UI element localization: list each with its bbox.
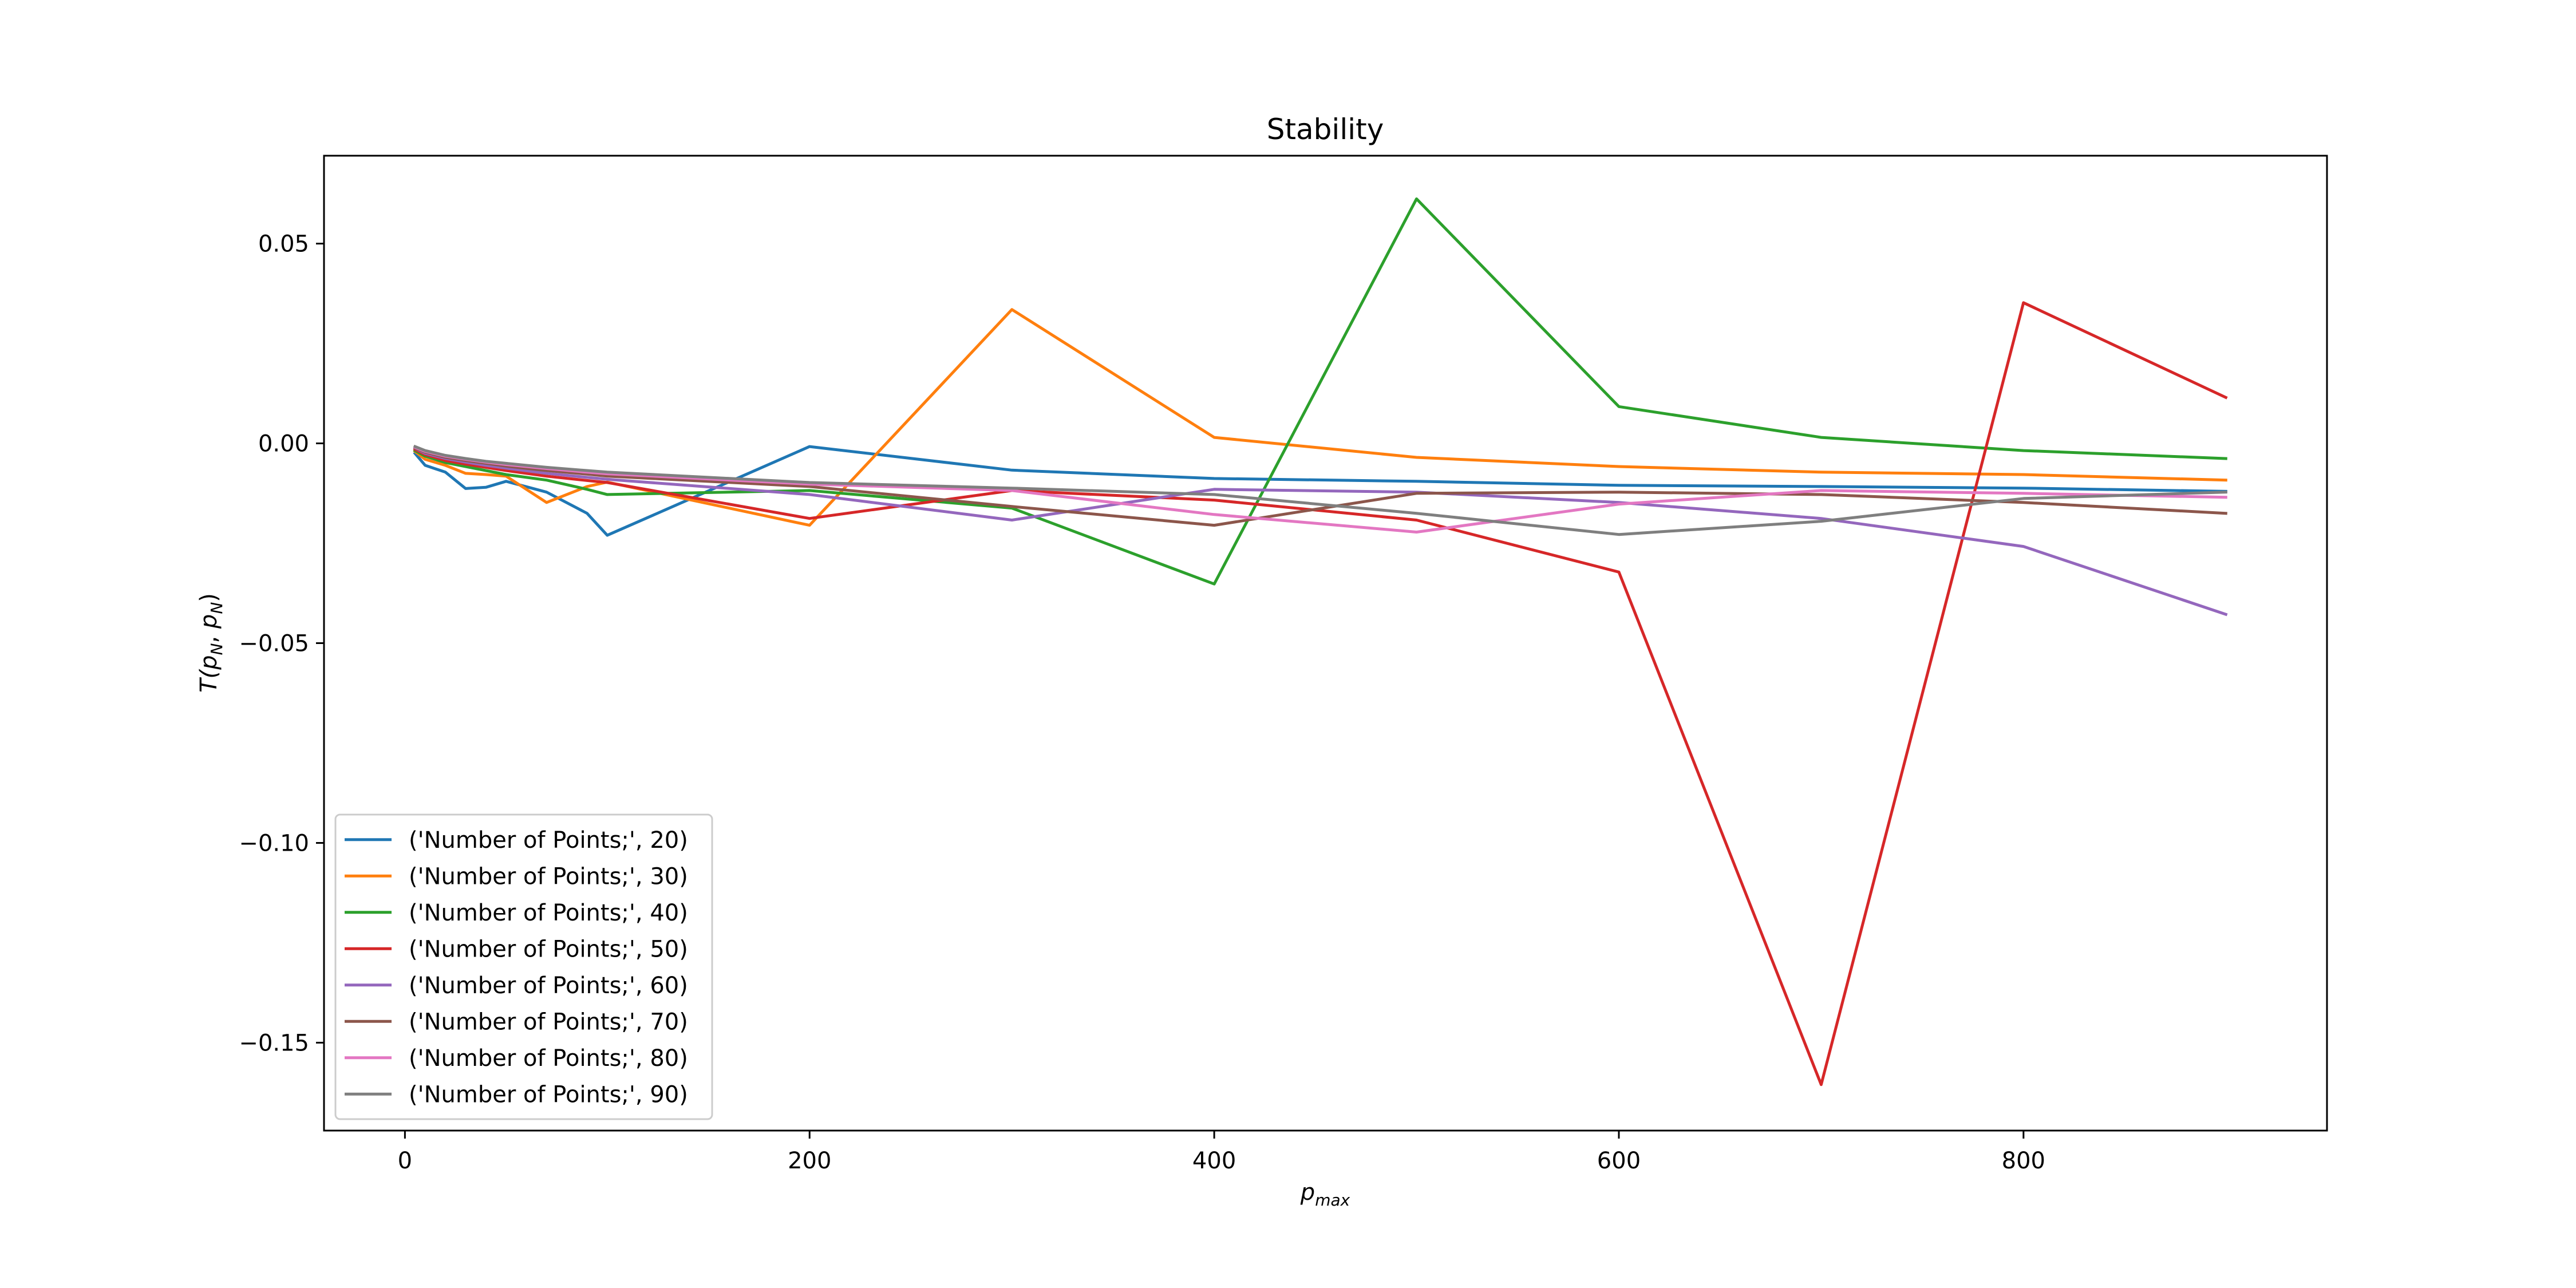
y-tick-label: −0.05 (239, 631, 309, 657)
series-line-7 (413, 444, 2227, 536)
x-tick-label: 800 (2002, 1148, 2045, 1174)
legend-item: ('Number of Points;', 80) (345, 1045, 688, 1072)
legend-label: ('Number of Points;', 30) (409, 863, 688, 890)
chart-title: Stability (1267, 113, 1384, 146)
y-label-sub2: N (207, 602, 226, 614)
legend-item: ('Number of Points;', 60) (345, 973, 688, 999)
legend-label: ('Number of Points;', 70) (409, 1009, 688, 1035)
legend-item: ('Number of Points;', 20) (345, 827, 688, 854)
y-axis-label: T(pN, pN) (196, 593, 226, 693)
legend-label: ('Number of Points;', 80) (409, 1045, 688, 1072)
y-tick-label: 0.05 (258, 231, 309, 258)
series-line-4 (413, 446, 2228, 617)
x-axis: 0 200 400 600 800 (398, 1131, 2045, 1174)
x-tick-label: 0 (398, 1148, 412, 1174)
y-label-sep: , (196, 629, 222, 643)
y-label-p2: p (196, 614, 222, 629)
legend-label: ('Number of Points;', 40) (409, 900, 688, 926)
y-label-sub1: N (207, 643, 226, 655)
legend-box (334, 813, 713, 1120)
x-tick-label: 200 (788, 1148, 831, 1174)
series-group (413, 197, 2228, 1086)
x-tick-label: 600 (1597, 1148, 1641, 1174)
series-line-3 (413, 301, 2228, 1086)
legend-item: ('Number of Points;', 50) (345, 936, 688, 962)
legend-item: ('Number of Points;', 90) (345, 1081, 688, 1108)
y-tick-label: 0.00 (258, 431, 309, 457)
legend-label: ('Number of Points;', 20) (409, 827, 688, 854)
x-tick-label: 400 (1192, 1148, 1236, 1174)
series-line-0 (413, 445, 2227, 537)
y-axis: 0.05 0.00 −0.05 −0.10 −0.15 (239, 231, 324, 1056)
legend-item: ('Number of Points;', 70) (345, 1009, 688, 1035)
x-label-base: p (1300, 1179, 1315, 1206)
y-label-p1: p (196, 655, 222, 670)
y-label-suffix: ) (196, 593, 222, 602)
legend: ('Number of Points;', 20) ('Number of Poi… (334, 813, 713, 1120)
y-label-prefix: T( (196, 668, 222, 692)
y-tick-label: −0.10 (239, 830, 309, 856)
y-tick-label: −0.15 (239, 1030, 309, 1056)
legend-label: ('Number of Points;', 50) (409, 936, 688, 962)
x-label-subscript: max (1315, 1191, 1350, 1210)
legend-item: ('Number of Points;', 40) (345, 900, 688, 926)
x-axis-label: pmax (1300, 1179, 1350, 1210)
legend-item: ('Number of Points;', 30) (345, 863, 688, 890)
legend-label: ('Number of Points;', 90) (409, 1081, 688, 1108)
legend-label: ('Number of Points;', 60) (409, 973, 688, 999)
series-line-2 (413, 197, 2227, 586)
